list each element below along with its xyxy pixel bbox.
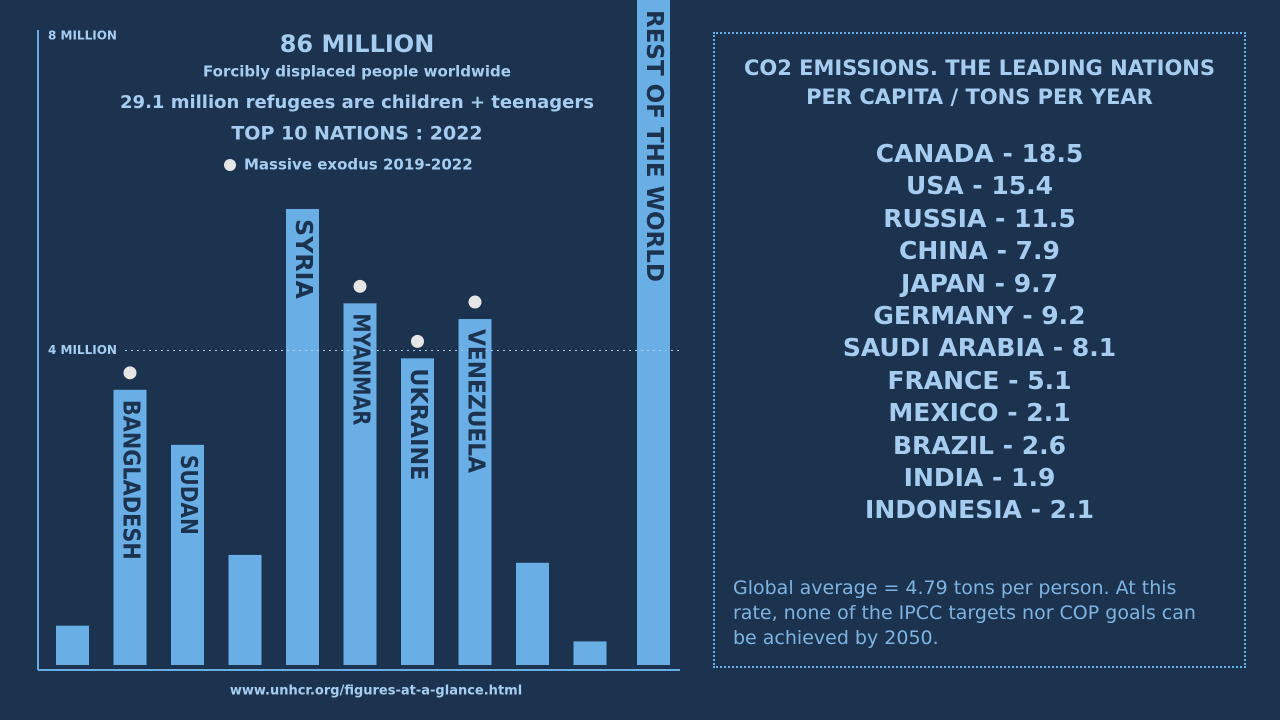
- plot: [56, 0, 670, 665]
- chart-subtitle: Forcibly displaced people worldwide: [203, 63, 511, 81]
- emission-item: SAUDI ARABIA - 8.1: [842, 333, 1117, 363]
- bar-label: MYANMAR: [348, 313, 374, 425]
- bar: [637, 0, 670, 665]
- panel-title-line: CO2 EMISSIONS. THE LEADING NATIONS: [744, 56, 1215, 80]
- bar: [113, 389, 147, 665]
- exodus-marker: [353, 279, 367, 293]
- bar-label: BANGLADESH: [118, 400, 144, 560]
- legend-marker: [224, 159, 236, 171]
- bar-label: PALESTINE: [233, 401, 259, 545]
- bar-label: HAITI: [60, 536, 86, 616]
- bar: [401, 358, 434, 665]
- emission-item: CHINA - 7.9: [899, 236, 1060, 266]
- chart: 86 MILLION Forcibly displaced people wor…: [37, 0, 680, 699]
- bar: [228, 554, 262, 665]
- bar: [286, 208, 319, 665]
- y-tick-label: 8 MILLION: [48, 29, 117, 43]
- y-tick-label: 4 MILLION: [48, 343, 117, 357]
- bar: [343, 303, 377, 665]
- emission-item: GERMANY - 9.2: [873, 301, 1086, 331]
- panel-note: Global average = 4.79 tons per person. A…: [733, 577, 1196, 649]
- emission-item: RUSSIA - 11.5: [883, 203, 1076, 233]
- legend-label: Massive exodus 2019-2022: [244, 156, 473, 174]
- exodus-marker: [468, 295, 482, 309]
- bar-label: INDIA: [578, 551, 604, 631]
- emission-item: USA - 15.4: [905, 171, 1054, 201]
- emission-item: FRANCE - 5.1: [887, 365, 1072, 395]
- bar: [516, 562, 549, 665]
- exodus-marker: [411, 334, 424, 348]
- bar-label: REST OF THE WORLD: [641, 10, 667, 282]
- chart-title: 86 MILLION: [280, 30, 435, 58]
- emission-item: CANADA - 18.5: [875, 139, 1084, 168]
- bar: [171, 444, 204, 665]
- exodus-marker: [123, 366, 137, 380]
- bar-label: UKRAINE: [405, 368, 431, 480]
- bar-label: PAKISTAN: [520, 425, 546, 553]
- panel-title-line: PER CAPITA / TONS PER YEAR: [806, 85, 1153, 109]
- bar: [573, 641, 607, 665]
- emission-item: INDIA - 1.9: [903, 463, 1056, 493]
- bar-label: SYRIA: [290, 219, 316, 299]
- emission-item: MEXICO - 2.1: [888, 398, 1071, 428]
- bar: [56, 625, 89, 665]
- bar-label: SUDAN: [175, 455, 201, 535]
- bar: [458, 319, 492, 665]
- bar-label: VENEZUELA: [463, 329, 489, 473]
- annotation: 29.1 million refugees are children + tee…: [120, 92, 594, 113]
- co2-panel: CO2 EMISSIONS. THE LEADING NATIONS PER C…: [713, 32, 1246, 668]
- emission-item: INDONESIA - 2.1: [865, 495, 1094, 525]
- source: www.unhcr.org/figures-at-a-glance.html: [230, 684, 522, 699]
- emission-item: JAPAN - 9.7: [900, 268, 1059, 298]
- emission-item: BRAZIL - 2.6: [892, 430, 1067, 460]
- annotation: TOP 10 NATIONS : 2022: [231, 123, 482, 145]
- panel-title: CO2 EMISSIONS. THE LEADING NATIONS PER C…: [715, 54, 1244, 112]
- emission-list: CANADA - 18.5 USA - 15.4 RUSSIA - 11.5 CHIN…: [715, 138, 1244, 527]
